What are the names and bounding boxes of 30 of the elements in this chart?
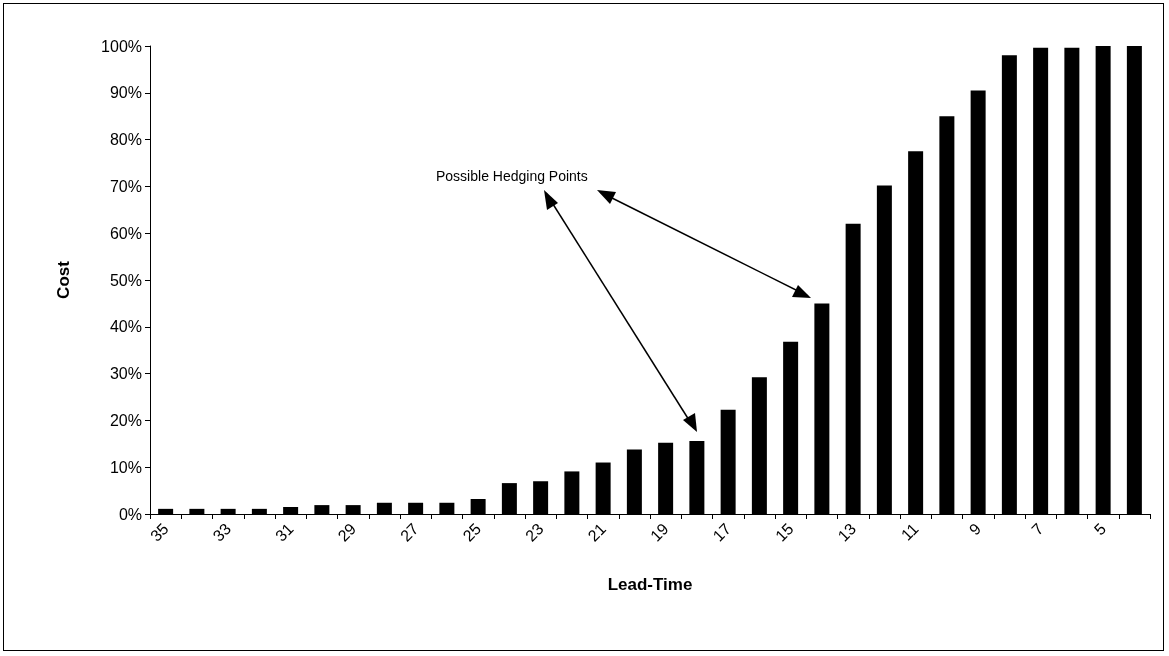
y-tick-label: 20%: [109, 411, 142, 429]
y-tick-label: 50%: [109, 271, 142, 289]
y-tick-label: 10%: [109, 458, 142, 476]
x-tick-label: 31: [272, 519, 297, 545]
x-axis-title: Lead-Time: [607, 575, 693, 594]
y-tick-label: 80%: [109, 131, 142, 149]
x-tick-label: 33: [209, 519, 235, 545]
y-tick-label: 60%: [109, 224, 142, 242]
x-tick-label: 19: [647, 519, 672, 545]
y-tick-label: 0%: [118, 505, 142, 523]
x-tick-label: 29: [334, 519, 360, 545]
x-tick-label: 17: [709, 519, 735, 545]
y-tick-label: 90%: [109, 84, 142, 102]
x-tick-label: 35: [147, 519, 172, 545]
y-axis-title: Cost: [54, 260, 73, 299]
x-tick-label: 21: [584, 519, 610, 545]
y-tick-label: 30%: [109, 365, 142, 383]
x-tick-label: 7: [1028, 519, 1047, 539]
y-tick-label: 70%: [109, 177, 142, 195]
x-tick-label: 25: [459, 519, 485, 545]
x-tick-label: 5: [1090, 519, 1110, 539]
x-tick-label: 11: [897, 519, 922, 544]
annotation: Possible Hedging Points: [436, 168, 588, 184]
x-tick-label: 27: [397, 519, 422, 545]
y-tick-label: 40%: [109, 318, 142, 336]
x-tick-label: 9: [965, 519, 985, 539]
y-tick-label: 100%: [101, 37, 142, 55]
x-tick-label: 13: [834, 519, 860, 545]
x-tick-label: 23: [522, 519, 547, 545]
x-tick-label: 15: [772, 519, 797, 545]
